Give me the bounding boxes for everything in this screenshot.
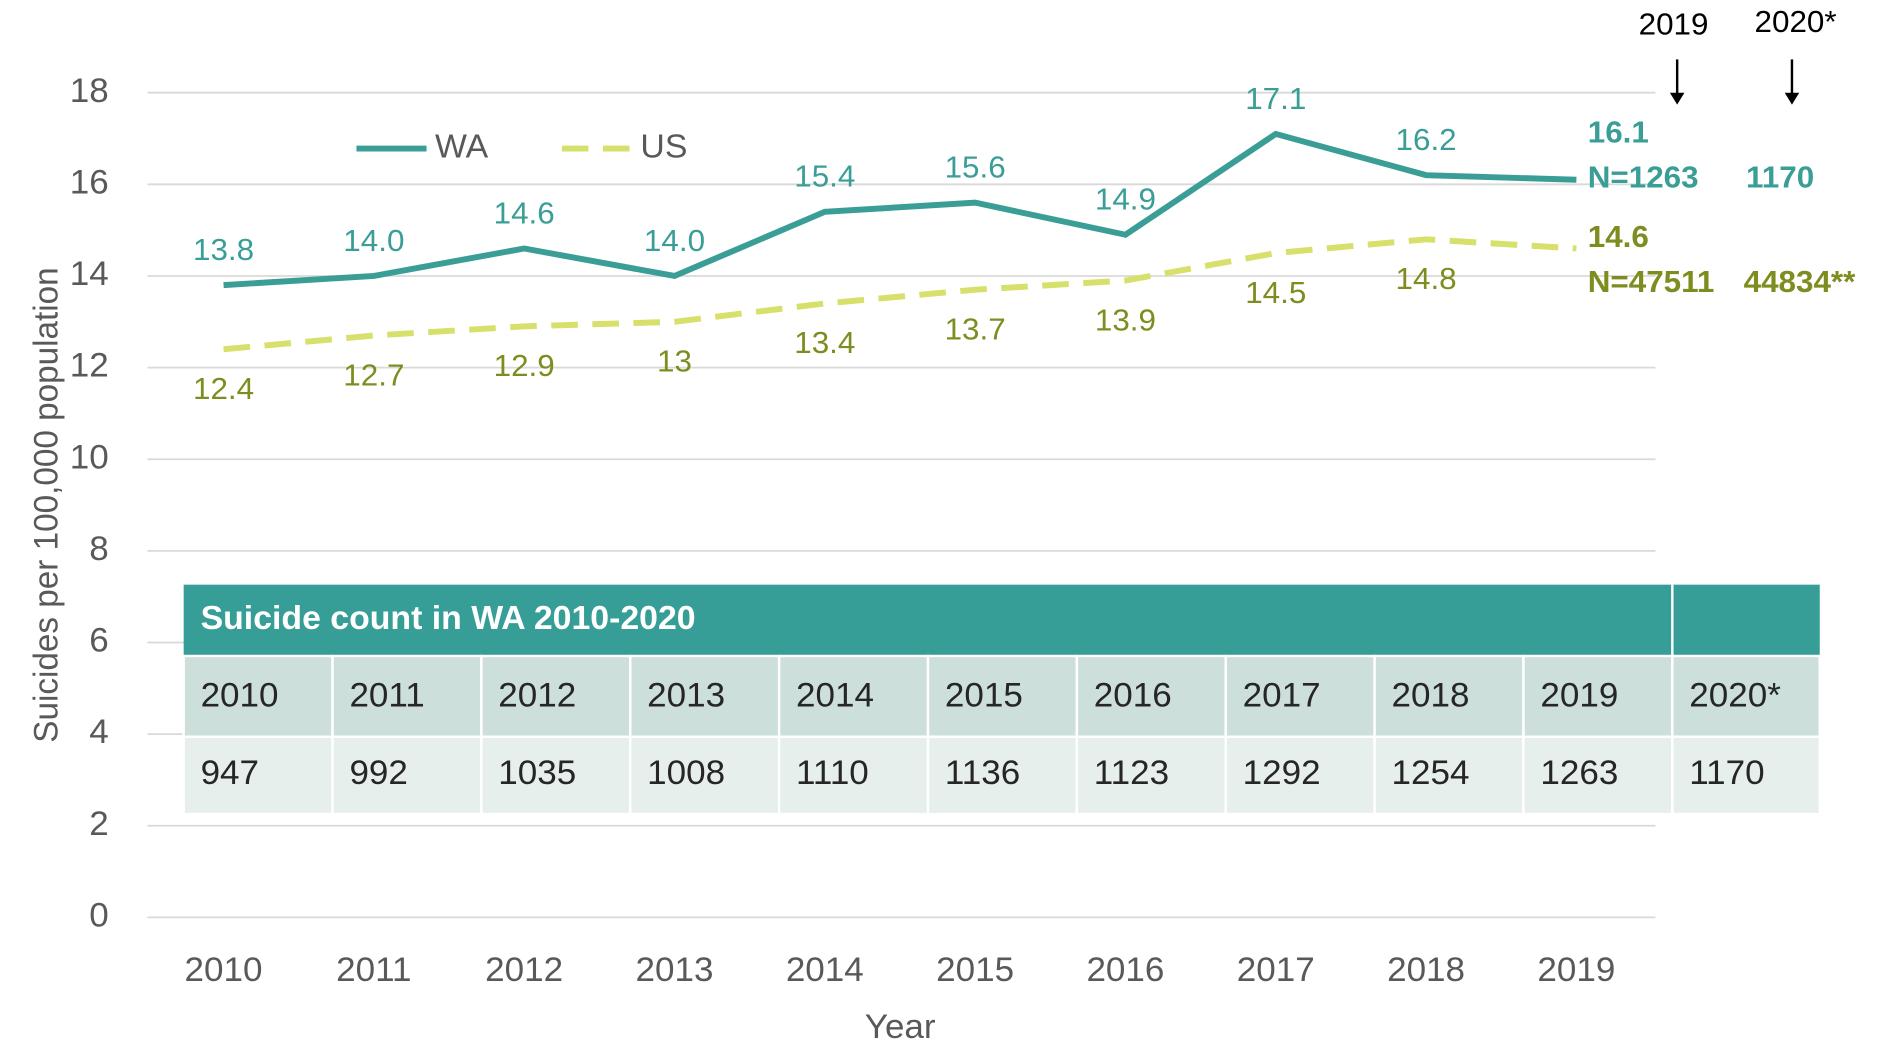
legend-label: US bbox=[640, 129, 687, 166]
table-title: Suicide count in WA 2010-2020 bbox=[201, 600, 696, 637]
value-label: 13.9 bbox=[1095, 303, 1156, 338]
x-tick-label: 2014 bbox=[786, 951, 864, 989]
table-year: 2019 bbox=[1540, 677, 1618, 715]
value-label: 13.7 bbox=[945, 312, 1006, 347]
y-tick-label: 16 bbox=[70, 164, 109, 202]
table-count: 947 bbox=[201, 754, 259, 792]
value-label: 16.1 bbox=[1588, 115, 1649, 150]
table-cell bbox=[1522, 735, 1674, 816]
y-tick-label: 10 bbox=[70, 439, 109, 477]
y-tick-label: 8 bbox=[89, 530, 108, 568]
annotation: 2019 bbox=[1639, 7, 1709, 42]
table-count: 1254 bbox=[1392, 754, 1470, 792]
value-label: 17.1 bbox=[1245, 81, 1306, 116]
table-cell bbox=[926, 735, 1079, 816]
value-label: 14.9 bbox=[1095, 182, 1156, 217]
table-year: 2012 bbox=[498, 677, 576, 715]
y-tick-label: 12 bbox=[70, 347, 109, 385]
x-tick-label: 2017 bbox=[1237, 951, 1315, 989]
x-tick-label: 2013 bbox=[636, 951, 714, 989]
x-tick-label: 2010 bbox=[185, 951, 263, 989]
value-label: 13.4 bbox=[794, 325, 855, 360]
table-header-cell bbox=[331, 654, 483, 738]
x-tick-label: 2016 bbox=[1086, 951, 1164, 989]
y-axis-label: Suicides per 100,000 population bbox=[28, 267, 65, 742]
x-tick-label: 2018 bbox=[1387, 951, 1465, 989]
x-tick-label: 2012 bbox=[485, 951, 563, 989]
annotation: 1170 bbox=[1746, 160, 1814, 195]
table-year: 2020* bbox=[1689, 677, 1781, 715]
y-tick-label: 6 bbox=[89, 622, 108, 660]
table-cell bbox=[629, 735, 781, 816]
value-label: 14.6 bbox=[494, 196, 555, 231]
table-cell bbox=[777, 735, 930, 816]
value-label: 15.4 bbox=[794, 159, 855, 194]
table-year: 2014 bbox=[796, 677, 874, 715]
table-cell bbox=[1671, 735, 1821, 816]
table-count: 1110 bbox=[796, 754, 869, 792]
y-tick-label: 18 bbox=[70, 72, 109, 110]
value-label: 14.0 bbox=[644, 223, 705, 258]
table-cell bbox=[1075, 735, 1227, 816]
table-cell bbox=[1224, 735, 1376, 816]
table-year: 2018 bbox=[1392, 677, 1470, 715]
table-year: 2013 bbox=[647, 677, 725, 715]
value-label: 12.7 bbox=[343, 358, 404, 393]
annotation: 2020* bbox=[1755, 4, 1837, 39]
table-count: 1136 bbox=[945, 754, 1020, 792]
table-title-bar bbox=[183, 584, 1820, 656]
x-tick-label: 2011 bbox=[336, 951, 411, 989]
table-cell bbox=[1373, 735, 1525, 816]
table-count: 1035 bbox=[498, 754, 576, 792]
value-label: 12.4 bbox=[193, 371, 254, 406]
table-header-cell bbox=[629, 654, 781, 738]
value-label: 14.0 bbox=[343, 223, 404, 258]
table-count: 1170 bbox=[1689, 754, 1764, 792]
table-count: 1292 bbox=[1243, 754, 1321, 792]
line-series bbox=[223, 236, 1577, 353]
value-label: 14.8 bbox=[1396, 261, 1457, 296]
value-label: 14.5 bbox=[1245, 275, 1306, 310]
table-header-cell bbox=[1224, 654, 1376, 738]
table-header-cell bbox=[1671, 654, 1821, 738]
value-label: 12.9 bbox=[494, 348, 555, 383]
value-label: 16.2 bbox=[1396, 122, 1457, 157]
arrow-head bbox=[1784, 92, 1800, 105]
legend-label: WA bbox=[435, 129, 489, 166]
x-tick-label: 2019 bbox=[1537, 951, 1615, 989]
table-count: 1123 bbox=[1094, 754, 1169, 792]
table-count: 1008 bbox=[647, 754, 725, 792]
value-label: 13.8 bbox=[193, 232, 254, 267]
annotation: N=1263 bbox=[1588, 160, 1699, 195]
value-label: 13 bbox=[657, 344, 692, 379]
x-axis-label: Year bbox=[865, 1008, 936, 1046]
table-year: 2017 bbox=[1243, 677, 1321, 715]
y-tick-label: 0 bbox=[89, 897, 108, 935]
y-tick-label: 2 bbox=[89, 805, 108, 843]
table-year: 2010 bbox=[201, 677, 279, 715]
table-count: 1263 bbox=[1540, 754, 1618, 792]
table-header-cell bbox=[926, 654, 1079, 738]
value-label: 15.6 bbox=[945, 150, 1006, 185]
annotation: N=47511 bbox=[1588, 264, 1715, 299]
table-count: 992 bbox=[349, 754, 407, 792]
value-label: 14.6 bbox=[1588, 219, 1649, 254]
arrow-head bbox=[1669, 92, 1685, 105]
y-tick-label: 4 bbox=[89, 713, 108, 751]
line-series bbox=[223, 130, 1577, 289]
table-year: 2011 bbox=[349, 677, 424, 715]
table-year: 2015 bbox=[945, 677, 1023, 715]
table-cell bbox=[480, 735, 632, 816]
table-year: 2016 bbox=[1094, 677, 1172, 715]
y-tick-label: 14 bbox=[70, 255, 109, 293]
x-tick-label: 2015 bbox=[936, 951, 1014, 989]
annotation: 44834** bbox=[1744, 264, 1857, 299]
